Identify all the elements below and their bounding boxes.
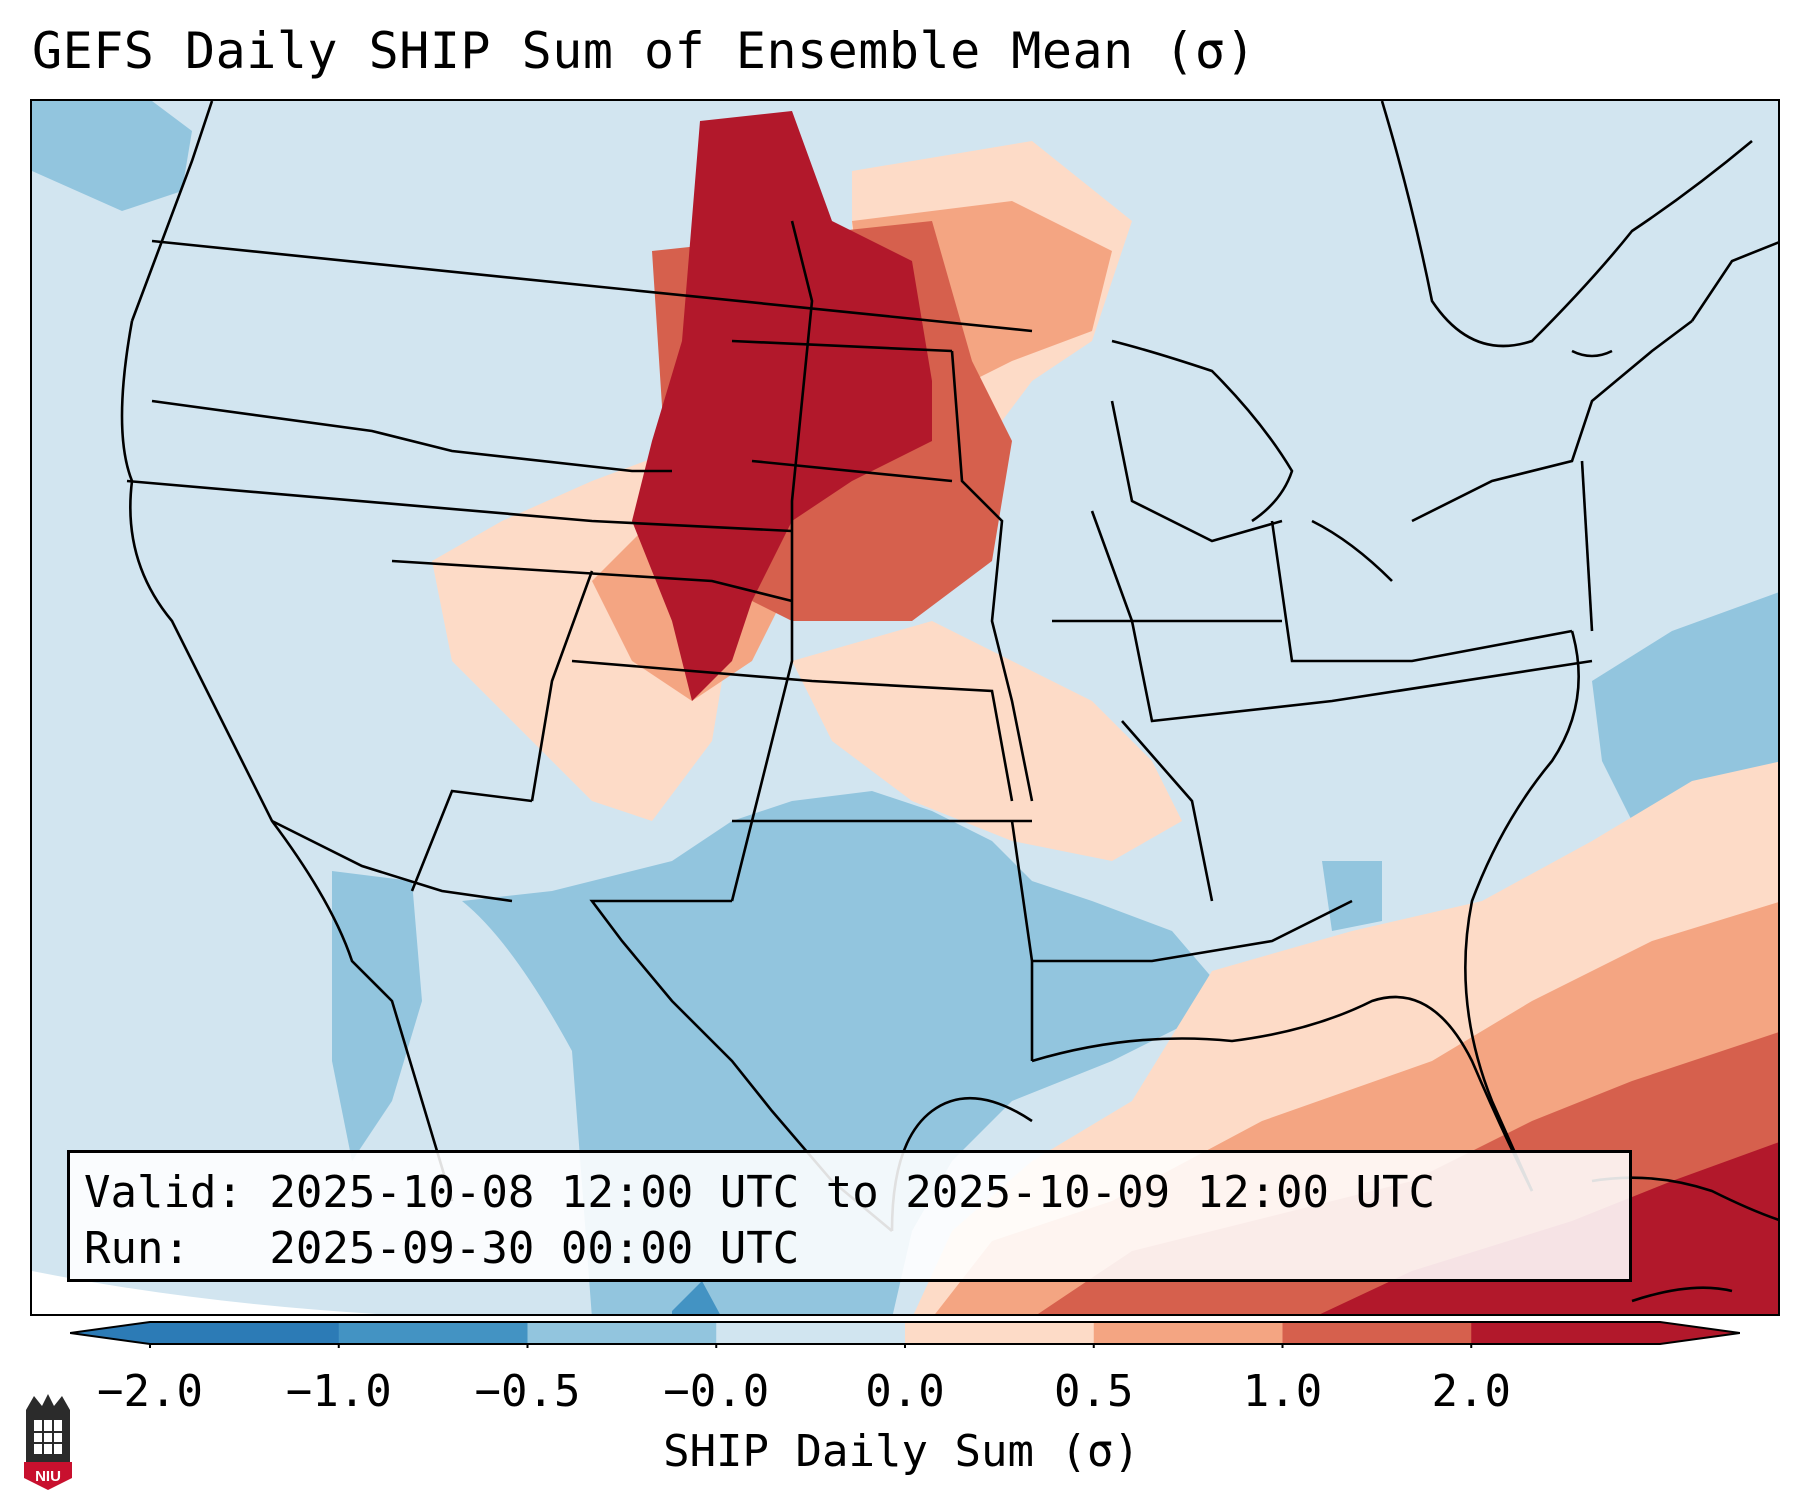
- valid-run-info-box: Valid: 2025-10-08 12:00 UTC to 2025-10-0…: [67, 1150, 1632, 1282]
- pos-anomaly-plains-light: [792, 621, 1182, 861]
- colorbar-label: SHIP Daily Sum (σ): [663, 1426, 1140, 1477]
- chart-title: GEFS Daily SHIP Sum of Ensemble Mean (σ): [32, 22, 1257, 80]
- colorbar-segment: [150, 1322, 340, 1344]
- neg-anomaly-pacific-nw: [32, 101, 192, 211]
- colorbar-tick-label: −0.5: [474, 1366, 581, 1417]
- colorbar-ticks: −2.0 −1.0 −0.5 −0.0 0.0 0.5 1.0 2.0: [0, 1358, 1803, 1418]
- colorbar-tick-label: −1.0: [285, 1366, 392, 1417]
- colorbar-segment: [1282, 1322, 1472, 1344]
- colorbar-segment: [905, 1322, 1095, 1344]
- neg-anomaly-atlantic: [1592, 592, 1778, 821]
- pos-anomaly-dakotas-max: [632, 111, 932, 701]
- colorbar-segment: [1471, 1322, 1661, 1344]
- colorbar-extend-low: [70, 1322, 150, 1344]
- colorbar-tick-label: −0.0: [663, 1366, 770, 1417]
- colorbar-outline: [70, 1321, 1740, 1345]
- colorbar-segment: [1093, 1322, 1283, 1344]
- colorbar-segment: [338, 1322, 528, 1344]
- valid-line: Valid: 2025-10-08 12:00 UTC to 2025-10-0…: [84, 1167, 1436, 1218]
- colorbar-tick-label: 0.5: [1054, 1366, 1134, 1417]
- colorbar-segment: [527, 1322, 717, 1344]
- field-map: [32, 101, 1778, 1314]
- colorbar-tick-label: −2.0: [97, 1366, 203, 1417]
- map-panel: [30, 99, 1780, 1316]
- colorbar-segment: [716, 1322, 906, 1344]
- boundaries: [120, 101, 1778, 1232]
- niu-logo-icon: NIU: [24, 1394, 72, 1490]
- colorbar: [70, 1321, 1740, 1348]
- colorbar-tick-label: 1.0: [1242, 1366, 1323, 1417]
- neg-anomaly-core: [672, 1281, 720, 1314]
- projection-edge-sw: [32, 1271, 377, 1314]
- colorbar-extend-high: [1660, 1322, 1740, 1344]
- colorbar-tick-label: 2.0: [1431, 1366, 1511, 1417]
- svg-text:NIU: NIU: [35, 1468, 61, 1485]
- run-line: Run: 2025-09-30 00:00 UTC: [84, 1223, 800, 1274]
- neg-anomaly-georgia: [1322, 861, 1382, 931]
- neg-anomaly-baja: [332, 871, 422, 1161]
- colorbar-tick-label: 0.0: [865, 1366, 945, 1417]
